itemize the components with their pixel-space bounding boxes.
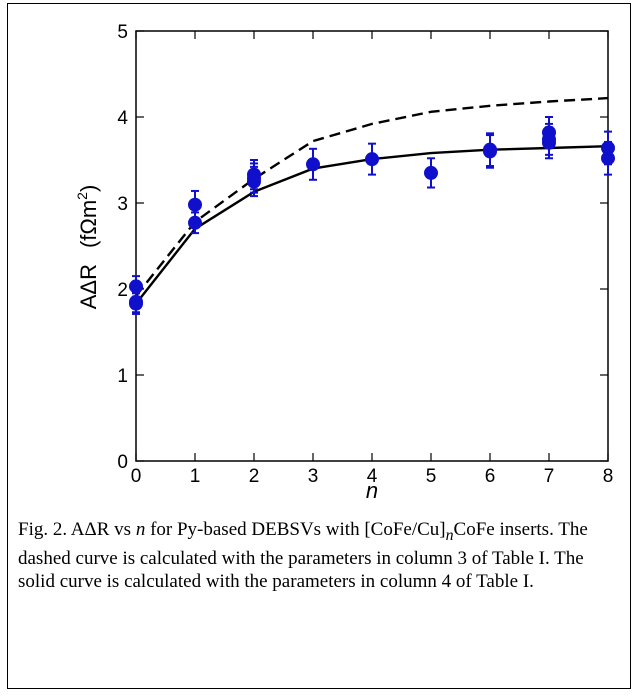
y-tick-label: 1 [117,366,128,387]
x-tick-label: 1 [190,466,201,487]
x-tick-label: 7 [544,466,555,487]
y-tick-label: 4 [117,108,128,129]
data-point [129,279,143,294]
caption-text-2: for Py-based DEBSVs with [CoFe/Cu] [145,519,446,540]
x-tick-label: 8 [603,466,614,487]
y-axis-label: AΔR (fΩm2) [74,185,101,310]
x-tick-label: 3 [308,466,319,487]
data-point [542,135,556,150]
x-tick-label: 2 [249,466,260,487]
data-point [601,151,615,166]
y-axis-label-units-close: ) [76,185,101,192]
x-axis-label: n [366,478,378,503]
x-tick-label: 5 [426,466,437,487]
caption-text-3: CoFe inserts. The dashed curve is calcul… [18,519,588,592]
dashed-curve [135,96,609,297]
y-tick-label: 5 [117,22,128,43]
y-tick-label: 0 [117,452,128,473]
x-tick-label: 4 [367,466,378,487]
figure-caption: Fig. 2. AΔR vs n for Py-based DEBSVs wit… [18,518,618,593]
data-point [483,144,497,159]
data-point [129,296,143,311]
data-point [365,152,379,167]
data-point [188,215,202,230]
plot-area [135,30,609,462]
x-tick-label: 6 [485,466,496,487]
caption-text: Fig. 2. AΔR vs [18,519,136,540]
y-axis-label-units-sup: 2 [74,192,90,200]
figure-frame [7,3,631,689]
y-axis-label-quantity: AΔR [76,264,101,309]
data-point [188,197,202,212]
data-point [247,174,261,189]
data-point [306,157,320,172]
data-point [424,165,438,180]
y-axis-label-units: (fΩm [76,200,101,248]
caption-subscript-n: n [445,526,454,544]
x-tick-label: 0 [131,466,142,487]
caption-n: n [135,519,146,540]
y-tick-label: 2 [117,280,128,301]
y-tick-label: 3 [117,194,128,215]
